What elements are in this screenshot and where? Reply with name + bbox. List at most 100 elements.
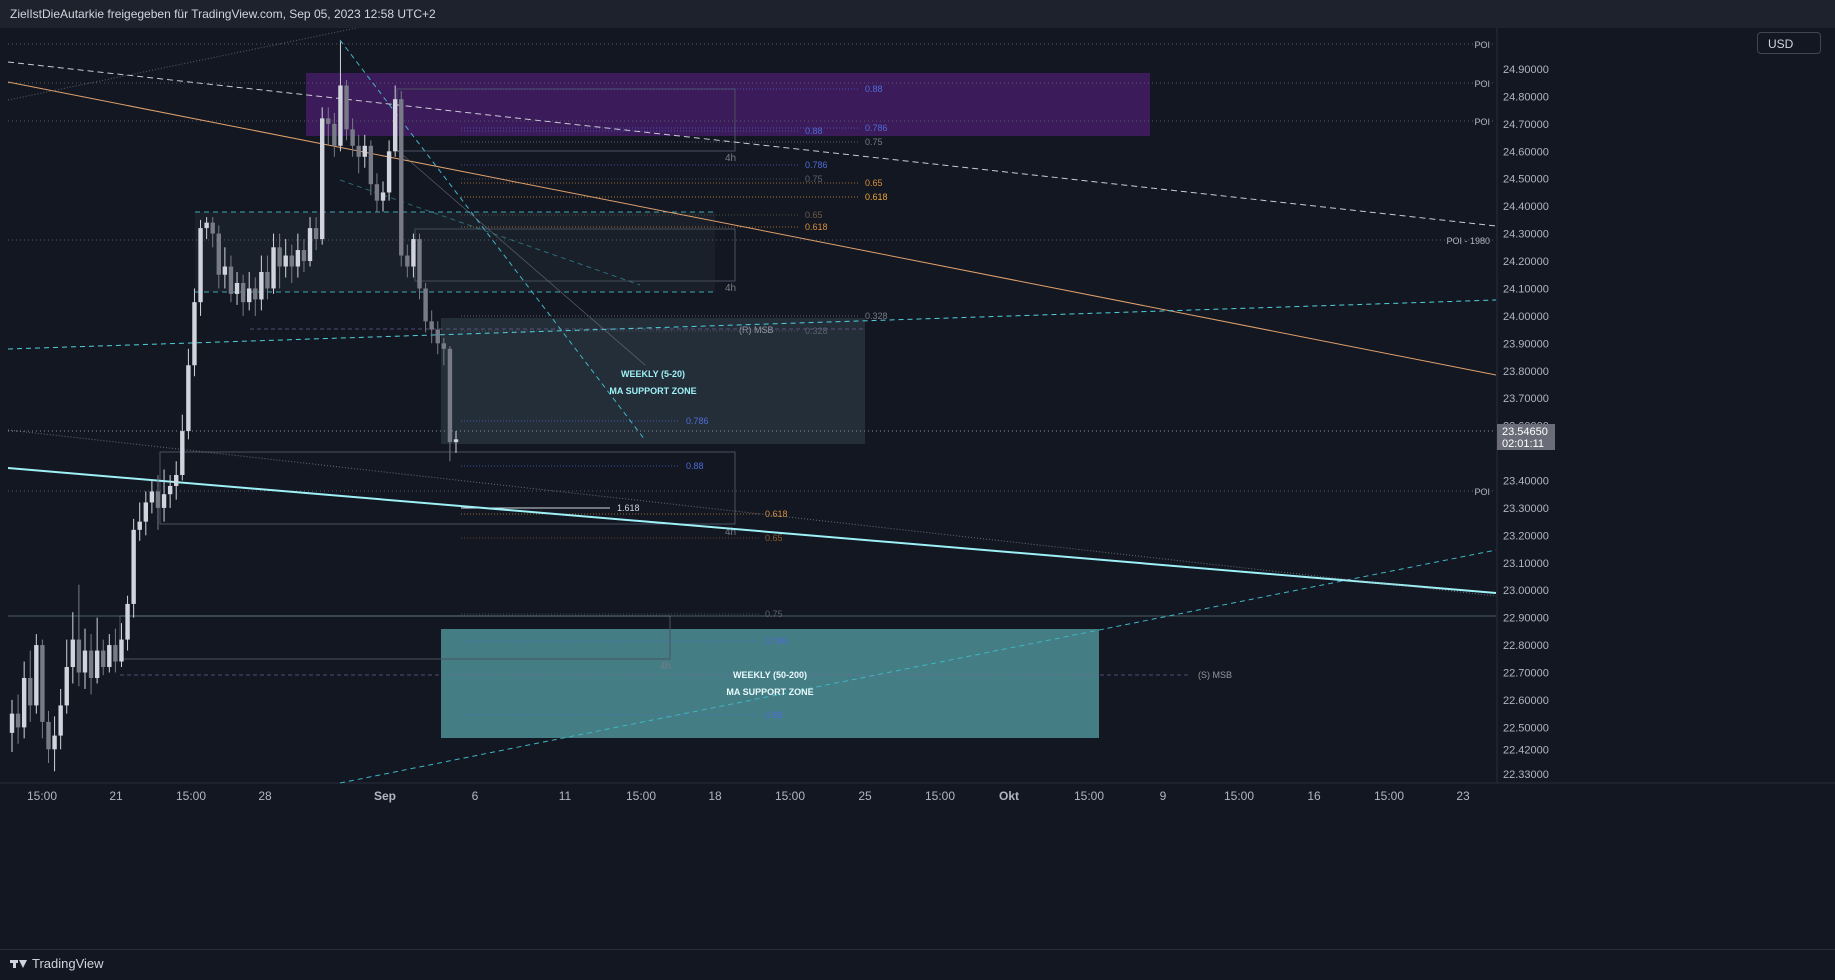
candle <box>338 41 343 152</box>
attribution-text: ZielIstDieAutarkie freigegeben für Tradi… <box>10 7 436 21</box>
candle-body <box>186 365 191 432</box>
candle <box>344 79 349 141</box>
price-tick-label: 23.20000 <box>1503 530 1549 542</box>
candle-body <box>259 271 264 300</box>
candle-body <box>113 645 118 662</box>
candle <box>386 140 392 201</box>
candle <box>399 90 404 267</box>
candle-body <box>326 118 331 124</box>
candle-body <box>368 145 374 185</box>
candle <box>289 244 294 283</box>
candle <box>101 639 106 676</box>
candle <box>441 337 447 366</box>
time-tick-label: 15:00 <box>626 789 656 803</box>
time-tick-label: 16 <box>1307 789 1321 803</box>
r-msb-label: (R) MSB <box>739 325 774 335</box>
tradingview-logo-icon <box>10 959 27 969</box>
candle <box>301 239 307 272</box>
time-tick-label: 9 <box>1160 789 1167 803</box>
candle-body <box>155 491 161 508</box>
candle-body <box>15 713 21 728</box>
candle <box>307 217 313 267</box>
candle <box>228 255 234 303</box>
candle-body <box>362 145 367 157</box>
fib-level-label: 0.65 <box>805 210 823 220</box>
candle <box>271 233 276 294</box>
price-tick-label: 24.70000 <box>1503 119 1549 131</box>
fib-level-label: 0.786 <box>686 416 709 426</box>
fib-level-label: 0.786 <box>765 636 788 646</box>
price-tick-label: 23.00000 <box>1503 585 1549 597</box>
time-tick-label: 15:00 <box>1074 789 1104 803</box>
candle <box>253 277 258 316</box>
zone-label: WEEKLY (50-200) <box>733 670 807 680</box>
candle <box>423 282 428 333</box>
fib-level-label: 0.328 <box>805 326 828 336</box>
candle <box>283 239 288 278</box>
time-tick-label: 15:00 <box>1374 789 1404 803</box>
price-chart[interactable]: 4h 4h 4h 4h POI POI POI POI - 1980 POI (R) MSB (S)… <box>0 28 1835 979</box>
time-tick-label: 15:00 <box>176 789 206 803</box>
candle-body <box>405 255 410 267</box>
time-tick-label: 25 <box>858 789 872 803</box>
candle-body <box>125 603 130 640</box>
candle <box>125 595 130 651</box>
candle <box>313 217 319 251</box>
grey-thin-diagonal <box>396 149 646 366</box>
time-tick-label: 15:00 <box>775 789 805 803</box>
poi-label: POI <box>1474 487 1490 497</box>
candle-body <box>70 639 76 668</box>
candle-body <box>411 239 416 267</box>
time-tick-label: 11 <box>559 789 572 803</box>
fib-level-label: 0.88 <box>686 461 704 471</box>
candle <box>70 612 76 684</box>
candle <box>277 233 282 289</box>
candle <box>119 623 124 668</box>
candle-body <box>277 247 282 267</box>
candle <box>453 431 459 454</box>
candle-body <box>82 650 88 673</box>
candle-body <box>143 502 149 522</box>
candle <box>210 217 215 248</box>
candle-body <box>283 255 288 267</box>
fib-level-label: 0.75 <box>865 137 883 147</box>
currency-button[interactable]: USD <box>1757 32 1821 54</box>
candle-body <box>228 266 234 294</box>
candle-body <box>198 228 203 303</box>
candle <box>368 140 374 196</box>
candle <box>247 271 252 311</box>
candle <box>240 274 246 316</box>
fib-level-label: 0.618 <box>805 222 828 232</box>
candle <box>34 634 39 714</box>
candle <box>198 219 203 316</box>
candle-body <box>253 288 258 300</box>
fib-extension-label: 1.618 <box>617 503 640 513</box>
candle-body <box>222 266 228 275</box>
poi-label: POI - 1980 <box>1446 236 1490 246</box>
candle <box>88 634 94 695</box>
candle-body <box>453 439 459 443</box>
chart-area[interactable]: 4h 4h 4h 4h POI POI POI POI - 1980 POI (R) MSB (S)… <box>0 28 1835 979</box>
poi-label: POI <box>1474 79 1490 89</box>
time-tick-label: 15:00 <box>1224 789 1254 803</box>
candle-body <box>435 329 440 344</box>
label-4h: 4h <box>725 153 736 164</box>
candle <box>447 346 453 462</box>
candle-body <box>441 343 447 349</box>
candle <box>94 617 100 684</box>
candle-body <box>271 247 276 289</box>
candle-body <box>131 529 136 604</box>
candle-body <box>137 521 142 530</box>
time-tick-label: 15:00 <box>925 789 955 803</box>
candle-body <box>265 271 270 289</box>
price-tick-label: 24.00000 <box>1503 311 1549 323</box>
tradingview-logo[interactable]: TradingView <box>10 956 104 971</box>
candle-body <box>417 239 422 289</box>
candle-body <box>386 151 392 193</box>
candle-body <box>344 85 349 130</box>
candle-body <box>94 650 100 678</box>
candle <box>9 699 15 753</box>
chart-footer <box>0 949 1835 980</box>
candle <box>216 225 221 289</box>
candle-body <box>40 645 45 722</box>
